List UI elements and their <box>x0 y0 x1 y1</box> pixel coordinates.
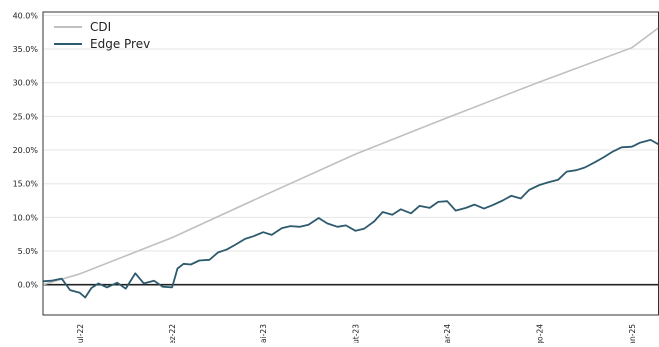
series-line-cdi <box>42 26 659 286</box>
x-tick-label: mai-23 <box>259 324 268 343</box>
y-tick-label: 30.0% <box>13 79 39 88</box>
x-tick-label: jan-25 <box>628 324 637 343</box>
y-tick-label: 15.0% <box>13 180 39 189</box>
plot-frame <box>42 11 659 316</box>
x-tick-label: dez-22 <box>168 324 177 343</box>
legend: CDI Edge Prev <box>54 20 150 51</box>
x-tick-label: jul-22 <box>76 324 85 343</box>
y-tick-label: 25.0% <box>13 112 39 121</box>
y-tick-label: 5.0% <box>18 247 39 256</box>
y-axis-ticks: 0.0% 5.0% 10.0% 15.0% 20.0% 25.0% 30.0% 35.0% 40… <box>13 11 39 289</box>
y-tick-label: 40.0% <box>13 11 39 20</box>
y-tick-label: 10.0% <box>13 213 39 222</box>
y-tick-label: 35.0% <box>13 45 39 54</box>
x-tick-label: ago-24 <box>536 324 545 343</box>
grid-lines <box>43 14 659 252</box>
x-axis-ticks: jul-22 dez-22 mai-23 out-23 mar-24 ago-24 jan-… <box>76 324 637 347</box>
series-line-edge-prev <box>42 138 659 299</box>
x-tick-label: out-23 <box>352 324 361 343</box>
legend-label-cdi: CDI <box>90 20 111 34</box>
legend-label-edge-prev: Edge Prev <box>90 37 150 51</box>
x-tick-label: mar-24 <box>443 324 452 343</box>
y-tick-label: 20.0% <box>13 146 39 155</box>
y-tick-label: 0.0% <box>18 281 39 290</box>
